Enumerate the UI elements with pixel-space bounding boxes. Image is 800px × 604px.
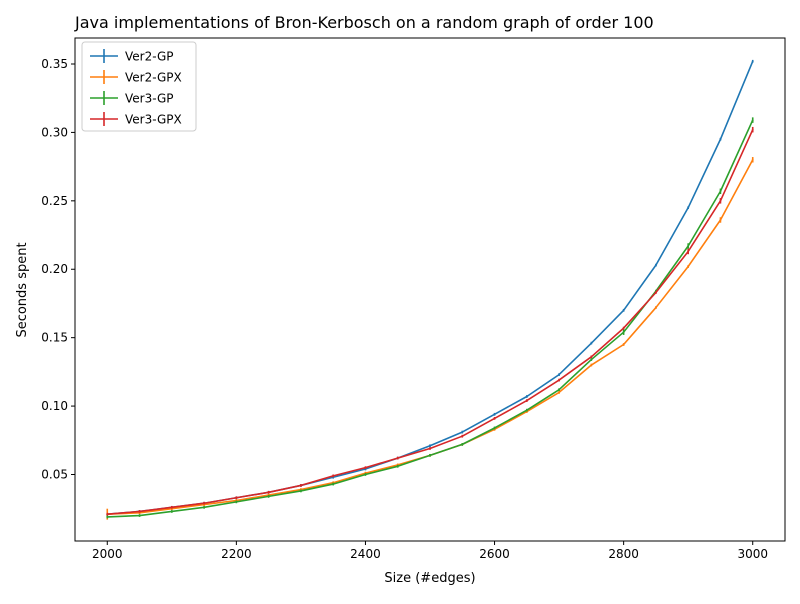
data-point <box>590 355 593 358</box>
data-point <box>622 331 625 334</box>
data-point <box>525 395 528 398</box>
legend-item: Ver2-GP <box>90 49 174 64</box>
y-tick-label: 0.35 <box>41 57 68 71</box>
data-point <box>558 379 560 381</box>
legend-label: Ver3-GPX <box>125 113 182 127</box>
legend-item: Ver2-GPX <box>90 70 182 85</box>
data-point <box>332 483 335 485</box>
data-point <box>687 245 690 247</box>
x-tick-label: 2200 <box>221 547 252 561</box>
x-axis-label: Size (#edges) <box>384 571 475 586</box>
data-point <box>170 510 173 513</box>
data-point <box>138 514 141 517</box>
data-point <box>429 454 431 457</box>
data-point <box>461 435 464 438</box>
x-tick-label: 3000 <box>737 547 768 561</box>
plot-area <box>106 59 754 520</box>
data-point <box>590 364 593 366</box>
data-point <box>300 484 302 487</box>
legend-label: Ver3-GP <box>125 92 174 106</box>
series-ver3-gpx <box>106 126 754 516</box>
y-tick-label: 0.05 <box>41 467 68 481</box>
data-point <box>590 342 593 345</box>
data-point <box>558 373 560 376</box>
x-tick-label: 2600 <box>479 547 510 561</box>
y-tick-label: 0.25 <box>41 194 68 208</box>
data-point <box>461 443 464 446</box>
data-point <box>396 457 399 459</box>
x-tick-label: 2400 <box>350 547 381 561</box>
x-tick-label: 2000 <box>92 547 123 561</box>
data-point <box>364 473 367 476</box>
data-point <box>332 474 335 477</box>
data-point <box>525 409 528 412</box>
data-point <box>429 444 431 447</box>
axes-frame <box>74 37 786 542</box>
data-point <box>719 190 722 193</box>
data-point <box>267 495 270 498</box>
data-point <box>687 250 690 253</box>
data-point <box>300 490 302 492</box>
legend: Ver2-GP Ver2-GPX Ver3-GP Ver3-GPX <box>81 41 197 132</box>
legend-label: Ver2-GP <box>125 50 174 64</box>
data-point <box>558 391 560 394</box>
data-point <box>203 506 205 509</box>
data-point <box>493 417 496 420</box>
data-point <box>655 306 657 309</box>
data-point <box>235 496 238 499</box>
legend-item: Ver3-GPX <box>90 112 182 127</box>
data-point <box>203 502 205 505</box>
data-point <box>106 516 109 518</box>
x-tick-label: 2800 <box>608 547 639 561</box>
data-point <box>364 466 367 469</box>
data-point <box>622 343 625 346</box>
data-point <box>751 119 754 122</box>
data-point <box>719 138 722 141</box>
data-point <box>493 413 496 416</box>
data-point <box>751 60 754 63</box>
y-tick-label: 0.15 <box>41 331 68 345</box>
data-point <box>138 510 141 513</box>
y-axis-ticks: 0.05 0.10 0.15 0.20 0.25 0.30 0.35 <box>41 57 75 481</box>
data-point <box>106 513 109 516</box>
data-point <box>267 491 270 494</box>
data-point <box>622 309 625 312</box>
data-point <box>235 500 238 503</box>
legend-item: Ver3-GP <box>90 91 174 106</box>
chart-title: Java implementations of Bron-Kerbosch on… <box>74 13 654 32</box>
data-point <box>751 158 754 161</box>
y-axis-label: Seconds spent <box>15 242 30 337</box>
data-point <box>719 199 722 202</box>
data-point <box>396 465 399 468</box>
y-tick-label: 0.20 <box>41 262 68 276</box>
data-point <box>461 431 464 433</box>
data-point <box>493 427 496 429</box>
data-point <box>655 264 657 267</box>
data-point <box>429 447 431 450</box>
data-point <box>655 291 657 294</box>
data-point <box>590 358 593 361</box>
data-point <box>170 506 173 509</box>
data-point <box>687 206 690 209</box>
legend-label: Ver2-GPX <box>125 71 182 85</box>
data-point <box>525 399 528 402</box>
x-axis-ticks: 2000 2200 2400 2600 2800 3000 <box>92 541 768 561</box>
data-point <box>751 128 754 131</box>
data-point <box>687 265 690 268</box>
legend-box <box>81 41 197 132</box>
y-tick-label: 0.10 <box>41 399 68 413</box>
data-point <box>719 219 722 221</box>
data-point <box>622 327 625 329</box>
y-tick-label: 0.30 <box>41 125 68 139</box>
data-point <box>558 388 560 391</box>
